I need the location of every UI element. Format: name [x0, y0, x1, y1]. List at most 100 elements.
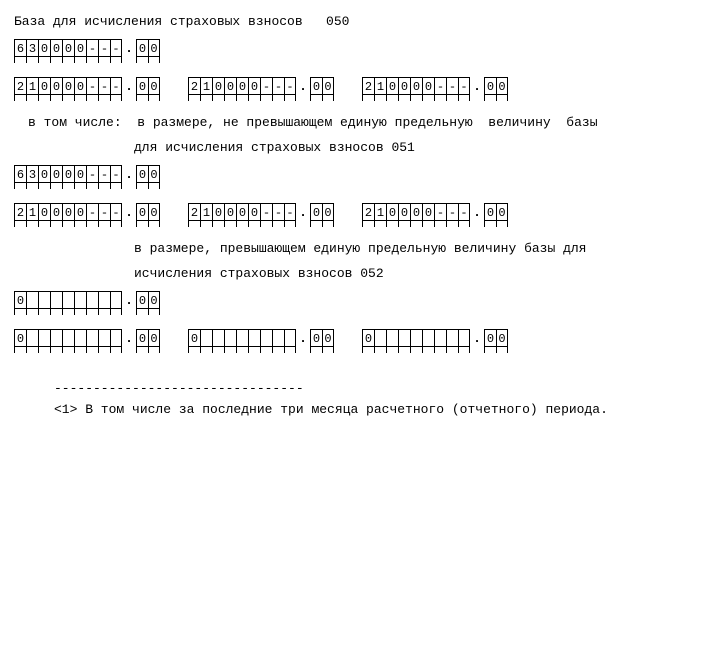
- digit-cell: -: [86, 77, 98, 95]
- digit-cell: 0: [148, 77, 160, 95]
- digit-cell: -: [86, 203, 98, 221]
- digit-cell: 3: [26, 165, 38, 183]
- digit-cell: [458, 329, 470, 347]
- digit-cell: 0: [410, 77, 422, 95]
- digit-cell: 0: [236, 77, 248, 95]
- cell-box: 00: [310, 329, 334, 353]
- digit-cell: 0: [386, 203, 398, 221]
- digit-cell: 0: [136, 329, 148, 347]
- digit-cell: 0: [248, 203, 260, 221]
- digit-cell: 1: [26, 203, 38, 221]
- cell-box: 00: [136, 291, 160, 315]
- cell-box: 630000---: [14, 165, 122, 189]
- digit-cell: [410, 329, 422, 347]
- digit-cell: -: [446, 77, 458, 95]
- footnote-text: <1> В том числе за последние три месяца …: [54, 402, 697, 417]
- digit-cell: 0: [322, 203, 334, 221]
- digit-cell: 0: [422, 203, 434, 221]
- section-051-title-1: в том числе: в размере, не превышающем е…: [14, 115, 697, 130]
- digit-cell: [50, 291, 62, 309]
- section-052-title-2: исчисления страховых взносов 052: [14, 266, 697, 281]
- cell-box: 00: [136, 203, 160, 227]
- cell-box: 630000---: [14, 39, 122, 63]
- decimal-separator: .: [296, 329, 310, 346]
- digit-cell: 0: [50, 39, 62, 57]
- digit-cell: -: [458, 203, 470, 221]
- digit-cell: 2: [188, 203, 200, 221]
- digit-cell: [374, 329, 386, 347]
- digit-cell: 0: [136, 77, 148, 95]
- cell-box: 00: [136, 39, 160, 63]
- digit-cell: 0: [188, 329, 200, 347]
- cell-box: 00: [136, 329, 160, 353]
- digit-cell: [398, 329, 410, 347]
- section-052-total-row: 0.00: [14, 291, 697, 315]
- digit-cell: [26, 291, 38, 309]
- digit-cell: 0: [386, 77, 398, 95]
- digit-cell: [86, 291, 98, 309]
- cell-box: 0: [188, 329, 296, 353]
- digit-cell: -: [284, 77, 296, 95]
- digit-cell: 0: [62, 165, 74, 183]
- digit-cell: 0: [212, 77, 224, 95]
- digit-cell: -: [272, 77, 284, 95]
- cell-box: 00: [136, 165, 160, 189]
- digit-cell: -: [110, 165, 122, 183]
- digit-cell: -: [86, 39, 98, 57]
- section-050-total-row: 630000---.00: [14, 39, 697, 63]
- section-051-total-row: 630000---.00: [14, 165, 697, 189]
- cell-box: 210000---: [362, 77, 470, 101]
- digit-cell: 0: [310, 77, 322, 95]
- digit-cell: -: [434, 77, 446, 95]
- digit-cell: -: [98, 203, 110, 221]
- digit-cell: [26, 329, 38, 347]
- digit-cell: [260, 329, 272, 347]
- digit-cell: [62, 329, 74, 347]
- digit-cell: -: [110, 77, 122, 95]
- cell-box: 210000---: [362, 203, 470, 227]
- amount-field: 210000---.00: [188, 77, 334, 101]
- digit-cell: 0: [398, 77, 410, 95]
- digit-cell: 0: [136, 203, 148, 221]
- digit-cell: [434, 329, 446, 347]
- digit-cell: 0: [74, 203, 86, 221]
- cell-box: 0: [14, 329, 122, 353]
- section-050-title: База для исчисления страховых взносов 05…: [14, 14, 697, 29]
- digit-cell: 1: [374, 77, 386, 95]
- digit-cell: -: [260, 77, 272, 95]
- amount-field: 210000---.00: [14, 203, 160, 227]
- amount-field: 0.00: [14, 291, 160, 315]
- section-051-title-2: для исчисления страховых взносов 051: [14, 140, 697, 155]
- decimal-separator: .: [122, 165, 136, 182]
- digit-cell: 0: [38, 77, 50, 95]
- digit-cell: [38, 329, 50, 347]
- amount-field: 0.00: [362, 329, 508, 353]
- digit-cell: [422, 329, 434, 347]
- digit-cell: -: [98, 165, 110, 183]
- digit-cell: 0: [38, 165, 50, 183]
- digit-cell: 0: [148, 165, 160, 183]
- digit-cell: [386, 329, 398, 347]
- digit-cell: -: [110, 39, 122, 57]
- digit-cell: 1: [26, 77, 38, 95]
- digit-cell: 0: [148, 291, 160, 309]
- digit-cell: 0: [74, 165, 86, 183]
- digit-cell: 6: [14, 165, 26, 183]
- digit-cell: [272, 329, 284, 347]
- digit-cell: -: [458, 77, 470, 95]
- digit-cell: 0: [484, 203, 496, 221]
- digit-cell: -: [98, 39, 110, 57]
- digit-cell: [212, 329, 224, 347]
- digit-cell: [62, 291, 74, 309]
- digit-cell: 0: [50, 77, 62, 95]
- digit-cell: 2: [14, 203, 26, 221]
- digit-cell: [98, 291, 110, 309]
- cell-box: 0: [14, 291, 122, 315]
- digit-cell: [110, 291, 122, 309]
- digit-cell: -: [284, 203, 296, 221]
- digit-cell: [50, 329, 62, 347]
- decimal-separator: .: [122, 291, 136, 308]
- cell-box: 210000---: [14, 203, 122, 227]
- digit-cell: [236, 329, 248, 347]
- digit-cell: 0: [422, 77, 434, 95]
